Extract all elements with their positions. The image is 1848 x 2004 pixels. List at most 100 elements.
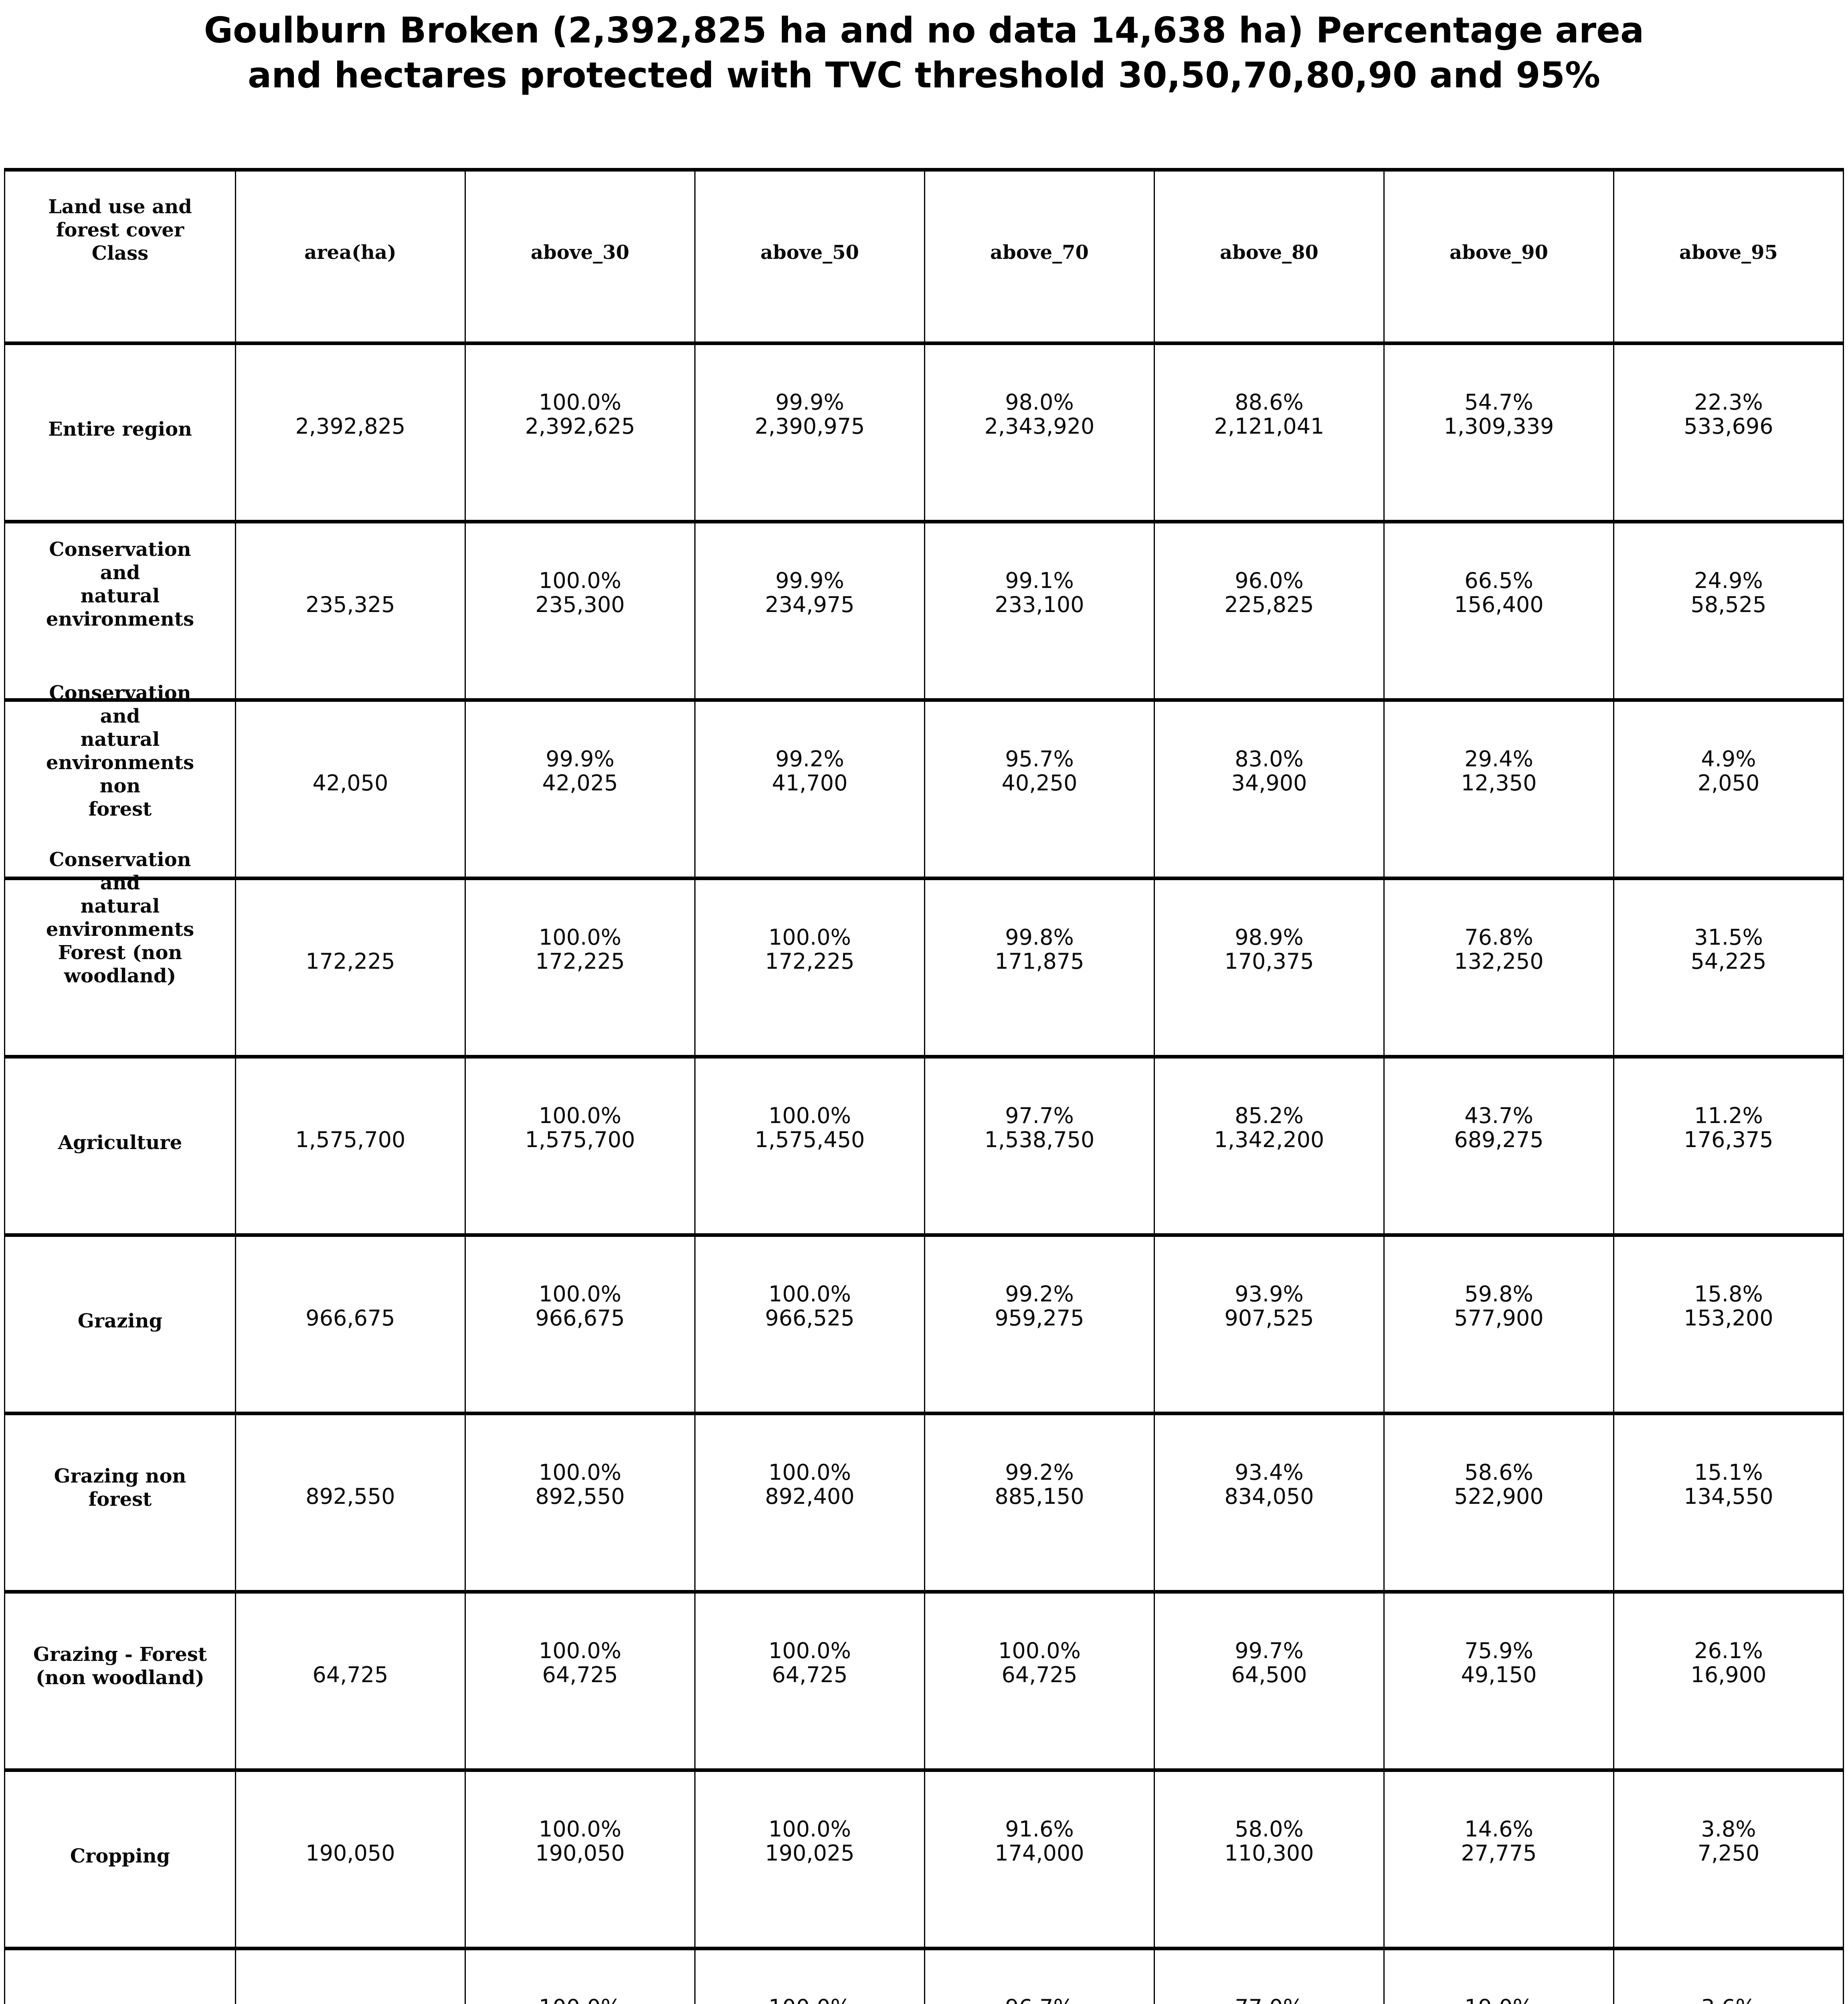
percent-value: 99.2% (1005, 1281, 1074, 1307)
pct-ha-pair: 100.0% 64,725 (925, 1639, 1154, 1687)
percent-value: 54.7% (1464, 390, 1533, 415)
hectares-value: 2,121,041 (1214, 414, 1324, 439)
pct-ha-pair: 54.7% 1,309,339 (1385, 390, 1613, 438)
pct-ha-pair: 26.1% 16,900 (1614, 1639, 1843, 1687)
percent-value: 99.1% (1005, 568, 1074, 593)
percent-value: 98.9% (1235, 925, 1304, 950)
percent-value: 66.5% (1464, 568, 1533, 593)
hectares-value: 134,550 (1684, 1484, 1773, 1509)
value-cell-above-50: 99.9% 2,390,975 (694, 343, 925, 522)
column-header-label: above_80 (1220, 241, 1318, 264)
hectares-value: 689,275 (1454, 1127, 1544, 1152)
pct-ha-pair: 15.1% 134,550 (1614, 1461, 1843, 1509)
hectares-value: 834,050 (1224, 1484, 1314, 1509)
value-cell-above-50: 100.0% 172,225 (694, 878, 925, 1057)
value-cell-above-50: 100.0% 406,625 (694, 1948, 925, 2004)
hectares-value: 235,300 (535, 592, 625, 617)
percent-value: 100.0% (539, 390, 621, 415)
value-cell-above-90: 14.6% 27,775 (1383, 1770, 1614, 1949)
column-header-label: above_30 (531, 241, 629, 264)
percent-value: 14.6% (1464, 1816, 1533, 1842)
hectares-value: 64,725 (1001, 1662, 1078, 1687)
hectares-value: 153,200 (1684, 1305, 1773, 1331)
hectares-value: 27,775 (1461, 1840, 1537, 1866)
percent-value: 31.5% (1694, 925, 1763, 950)
table-row: Grazing - Forest (non woodland) 64,725 1… (4, 1592, 1844, 1770)
pct-ha-pair: 14.6% 27,775 (1385, 1817, 1613, 1865)
percent-value: 100.0% (768, 1638, 851, 1663)
hectares-value: 174,000 (995, 1840, 1084, 1866)
spacer (236, 1104, 465, 1128)
area-cell: 64,725 (235, 1592, 466, 1770)
hectares-value: 12,350 (1461, 770, 1537, 796)
column-header-label: above_95 (1679, 241, 1778, 264)
hectares-value: 966,525 (765, 1305, 855, 1331)
percent-value: 58.0% (1235, 1816, 1304, 1842)
area-value: 1,575,700 (236, 1104, 465, 1152)
percent-value: 100.0% (539, 1816, 621, 1842)
value-cell-above-95: 31.5% 54,225 (1613, 878, 1844, 1057)
spacer (236, 1461, 465, 1485)
pct-ha-pair: 100.0% 172,225 (696, 925, 924, 974)
table-row: Cropping 190,050 100.0% 190,050 100.0% 1… (4, 1770, 1844, 1949)
value-cell-above-90: 66.5% 156,400 (1383, 521, 1614, 700)
percent-value: 99.9% (546, 746, 615, 772)
hectares-value: 41,700 (772, 770, 848, 796)
value-cell-above-90: 54.7% 1,309,339 (1383, 343, 1614, 522)
hectares-value: 58,525 (1690, 592, 1767, 617)
percent-value: 29.4% (1464, 746, 1533, 772)
value-cell-above-95: 15.8% 153,200 (1613, 1235, 1844, 1414)
area-cell: 892,550 (235, 1413, 466, 1592)
percent-value: 43.7% (1464, 1103, 1533, 1128)
pct-ha-pair: 100.0% 64,725 (696, 1639, 924, 1687)
value-cell-above-95: 3.8% 7,250 (1613, 1770, 1844, 1949)
hectares-value: 64,500 (1231, 1662, 1307, 1687)
pct-ha-pair: 100.0% 1,575,450 (696, 1104, 924, 1152)
hectares-value: 1,538,750 (984, 1127, 1095, 1152)
hectares-value: 2,392,625 (525, 414, 635, 439)
hectares-value: 42,025 (542, 770, 618, 796)
value-cell-above-70: 99.2% 885,150 (924, 1413, 1155, 1592)
spacer (236, 1996, 465, 2004)
percent-value: 96.0% (1235, 568, 1304, 593)
value-cell-above-80: 85.2% 1,342,200 (1154, 1057, 1385, 1235)
column-header-label: above_90 (1450, 241, 1548, 264)
table-row: Conservation and natural environments Fo… (4, 848, 1844, 1057)
hectares-value: 2,050 (1697, 770, 1760, 796)
value-cell-above-90: 75.9% 49,150 (1383, 1592, 1614, 1770)
area-cell: 42,050 (235, 700, 466, 879)
hectares-value: 40,250 (1001, 770, 1078, 796)
percent-value: 99.8% (1005, 925, 1074, 950)
pct-ha-pair: 100.0% 892,400 (696, 1461, 924, 1509)
area-hectares: 42,050 (312, 770, 388, 796)
percent-value: 100.0% (466, 1996, 694, 2004)
pct-ha-pair: 99.2% 41,700 (696, 747, 924, 795)
hectares-value: 2,343,920 (984, 414, 1095, 439)
pct-ha-pair: 100.0% 235,300 (466, 569, 694, 617)
value-cell-above-95: 24.9% 58,525 (1613, 521, 1844, 700)
table-row: Entire region 2,392,825 100.0% 2,392,625… (4, 343, 1844, 522)
row-label-cell: Grazing - Forest (non woodland) (4, 1592, 236, 1770)
column-header-label: Land use and forest cover Class (48, 196, 192, 265)
pct-ha-pair: 100.0% 406,625 (696, 1996, 924, 2004)
percent-value: 100.0% (768, 1103, 851, 1128)
value-cell-above-80: 83.0% 34,900 (1154, 700, 1385, 879)
percent-value: 22.3% (1694, 390, 1763, 415)
pct-ha-pair: 3.8% 7,250 (1614, 1817, 1843, 1865)
hectares-value: 7,250 (1697, 1840, 1760, 1866)
value-cell-above-80: 88.6% 2,121,041 (1154, 343, 1385, 522)
pct-ha-pair: 99.8% 171,875 (925, 925, 1154, 974)
pct-ha-pair: 99.1% 233,100 (925, 569, 1154, 617)
hectares-value: 16,900 (1690, 1662, 1767, 1687)
column-header-above-90: above_90 (1383, 170, 1614, 343)
pct-ha-pair: 100.0% 2,392,625 (466, 390, 694, 438)
percent-value: 100.0% (768, 1816, 851, 1842)
value-cell-above-50: 100.0% 190,025 (694, 1770, 925, 1949)
area-value: 42,050 (236, 747, 465, 795)
hectares-value: 176,375 (1684, 1127, 1773, 1152)
pct-ha-pair: 19.0% 77,425 (1385, 1996, 1613, 2004)
pct-ha-pair: 99.2% 959,275 (925, 1282, 1154, 1330)
page-title: Goulburn Broken (2,392,825 ha and no dat… (204, 10, 1644, 96)
spacer (236, 390, 465, 414)
area-hectares: 190,050 (305, 1840, 395, 1866)
